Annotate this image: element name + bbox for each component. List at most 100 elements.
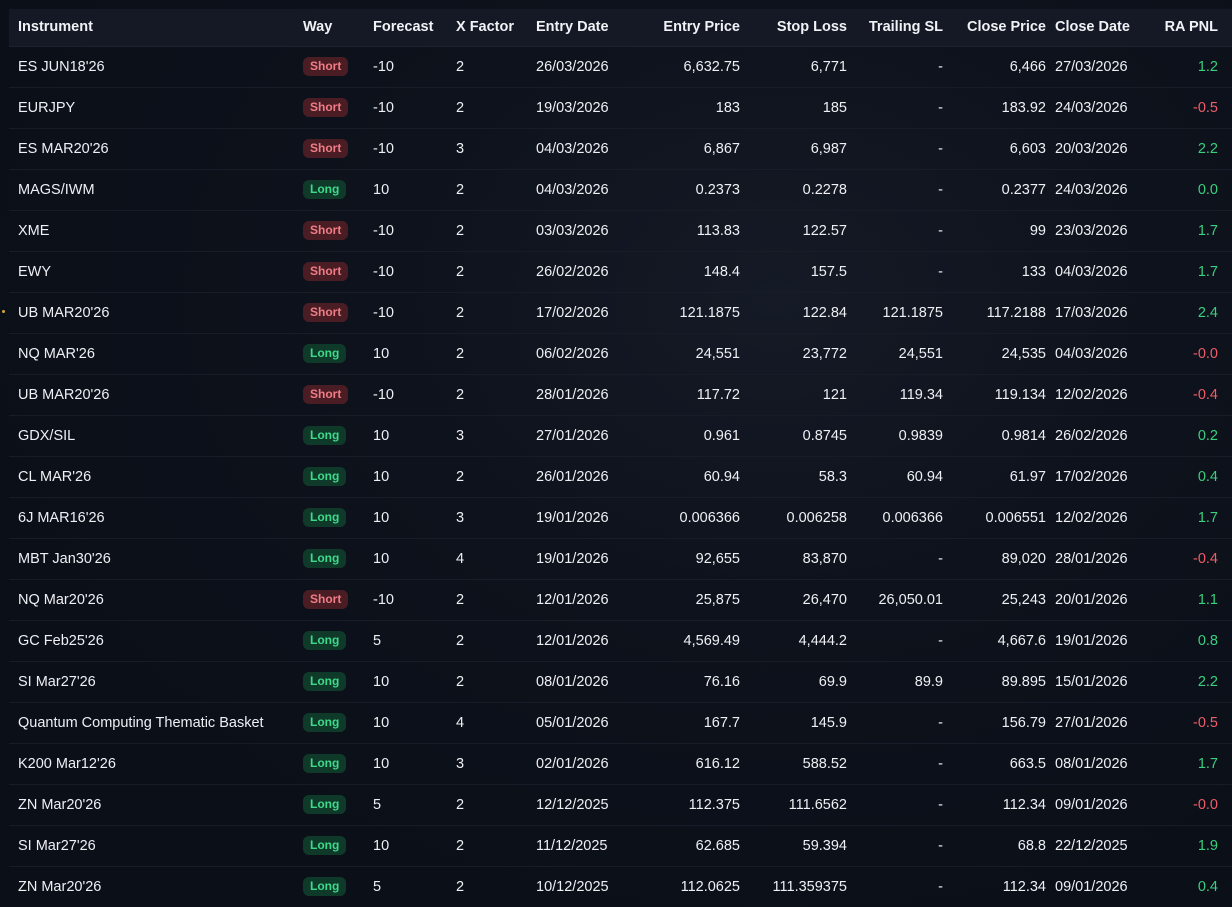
cell-instrument: 6J MAR16'26 (9, 497, 303, 539)
cell-close-price: 25,243 (943, 579, 1046, 621)
cell-way: Long (303, 825, 373, 867)
table-row[interactable]: ZN Mar20'26 Long 5 2 12/12/2025 112.375 111.65… (9, 784, 1232, 826)
table-row[interactable]: GC Feb25'26 Long 5 2 12/01/2026 4,569.49 4,444… (9, 620, 1232, 662)
cell-entry-date: 12/01/2026 (536, 579, 634, 621)
cell-instrument: GDX/SIL (9, 415, 303, 457)
table-row[interactable]: 6J MAR16'26 Long 10 3 19/01/2026 0.006366 0.00… (9, 497, 1232, 539)
cell-entry-price: 167.7 (634, 702, 740, 744)
table-row[interactable]: UB MAR20'26 Short -10 2 28/01/2026 117.72 121 1… (9, 374, 1232, 416)
cell-stop-loss: 111.359375 (740, 866, 847, 907)
cell-ra-pnl: -0.5 (1149, 702, 1232, 744)
cell-entry-date: 03/03/2026 (536, 210, 634, 252)
table-row[interactable]: Quantum Computing Thematic Basket Long 10 4… (9, 702, 1232, 744)
short-badge: Short (303, 139, 349, 158)
table-row[interactable]: ZN Mar20'26 Long 5 2 10/12/2025 112.0625 111.3… (9, 866, 1232, 907)
cell-way: Long (303, 456, 373, 498)
cell-ra-pnl: 0.4 (1149, 866, 1232, 907)
cell-trailing-sl: 89.9 (847, 661, 943, 703)
cell-close-date: 09/01/2026 (1046, 866, 1149, 907)
cell-stop-loss: 145.9 (740, 702, 847, 744)
cell-entry-date: 26/02/2026 (536, 251, 634, 293)
cell-ra-pnl: -0.4 (1149, 374, 1232, 416)
cell-instrument: UB MAR20'26 (9, 374, 303, 416)
table-row[interactable]: ES JUN18'26 Short -10 2 26/03/2026 6,632.75 6,… (9, 46, 1232, 88)
table-row[interactable]: SI Mar27'26 Long 10 2 11/12/2025 62.685 59.394… (9, 825, 1232, 867)
table-row[interactable]: ES MAR20'26 Short -10 3 04/03/2026 6,867 6,987… (9, 128, 1232, 170)
cell-way: Short (303, 251, 373, 293)
cell-xfactor: 4 (456, 702, 536, 744)
table-row[interactable]: K200 Mar12'26 Long 10 3 02/01/2026 616.12 588.… (9, 743, 1232, 785)
col-header-entry-price[interactable]: Entry Price (634, 9, 740, 47)
cell-way: Short (303, 292, 373, 334)
cell-way: Short (303, 374, 373, 416)
cell-instrument: UB MAR20'26 (9, 292, 303, 334)
cell-close-price: 4,667.6 (943, 620, 1046, 662)
cell-xfactor: 2 (456, 251, 536, 293)
long-badge: Long (303, 508, 347, 527)
cell-entry-price: 148.4 (634, 251, 740, 293)
cell-way: Long (303, 743, 373, 785)
table-row[interactable]: UB MAR20'26 Short -10 2 17/02/2026 121.1875 12… (9, 292, 1232, 334)
table-row[interactable]: MBT Jan30'26 Long 10 4 19/01/2026 92,655 83,87… (9, 538, 1232, 580)
col-header-close-date[interactable]: Close Date (1046, 9, 1149, 47)
cell-instrument: SI Mar27'26 (9, 825, 303, 867)
col-header-close-price[interactable]: Close Price (943, 9, 1046, 47)
col-header-xfactor[interactable]: X Factor (456, 9, 536, 47)
col-header-entry-date[interactable]: Entry Date (536, 9, 634, 47)
col-header-stop-loss[interactable]: Stop Loss (740, 9, 847, 47)
cell-entry-price: 616.12 (634, 743, 740, 785)
table-row[interactable]: NQ Mar20'26 Short -10 2 12/01/2026 25,875 26,4… (9, 579, 1232, 621)
cell-xfactor: 2 (456, 825, 536, 867)
cell-ra-pnl: 0.8 (1149, 620, 1232, 662)
cell-close-price: 6,466 (943, 46, 1046, 88)
cell-ra-pnl: 1.7 (1149, 210, 1232, 252)
cell-way: Long (303, 497, 373, 539)
cell-ra-pnl: 0.4 (1149, 456, 1232, 498)
cell-forecast: 10 (373, 169, 456, 211)
cell-entry-date: 19/01/2026 (536, 538, 634, 580)
cell-way: Short (303, 128, 373, 170)
cell-close-price: 0.9814 (943, 415, 1046, 457)
table-row[interactable]: XME Short -10 2 03/03/2026 113.83 122.57-99 23/… (9, 210, 1232, 252)
cell-forecast: 10 (373, 497, 456, 539)
table-row[interactable]: GDX/SIL Long 10 3 27/01/2026 0.961 0.8745 0.983… (9, 415, 1232, 457)
col-header-ra-pnl[interactable]: RA PNL (1149, 9, 1232, 47)
col-header-forecast[interactable]: Forecast (373, 9, 456, 47)
cell-ra-pnl: -0.5 (1149, 87, 1232, 129)
short-badge: Short (303, 98, 349, 117)
table-row[interactable]: NQ MAR'26 Long 10 2 06/02/2026 24,551 23,772 24… (9, 333, 1232, 375)
cell-close-price: 24,535 (943, 333, 1046, 375)
col-header-trailing-sl[interactable]: Trailing SL (847, 9, 943, 47)
cell-close-price: 112.34 (943, 866, 1046, 907)
table-row[interactable]: SI Mar27'26 Long 10 2 08/01/2026 76.16 69.9 89.… (9, 661, 1232, 703)
table-row[interactable]: EWY Short -10 2 26/02/2026 148.4 157.5-133 04/0… (9, 251, 1232, 293)
col-header-instrument[interactable]: Instrument (9, 9, 303, 47)
cell-instrument: NQ MAR'26 (9, 333, 303, 375)
cell-trailing-sl: 24,551 (847, 333, 943, 375)
table-row[interactable]: EURJPY Short -10 2 19/03/2026 183 185-183.92 24… (9, 87, 1232, 129)
cell-xfactor: 2 (456, 292, 536, 334)
cell-ra-pnl: 1.9 (1149, 825, 1232, 867)
cell-instrument: ES MAR20'26 (9, 128, 303, 170)
table-row[interactable]: CL MAR'26 Long 10 2 26/01/2026 60.94 58.3 60.94… (9, 456, 1232, 498)
cell-close-price: 119.134 (943, 374, 1046, 416)
col-header-way[interactable]: Way (303, 9, 373, 47)
long-badge: Long (303, 672, 347, 691)
cell-stop-loss: 59.394 (740, 825, 847, 867)
cell-ra-pnl: 1.7 (1149, 251, 1232, 293)
cell-close-date: 04/03/2026 (1046, 333, 1149, 375)
cell-entry-price: 92,655 (634, 538, 740, 580)
cell-forecast: -10 (373, 579, 456, 621)
cell-ra-pnl: 2.2 (1149, 128, 1232, 170)
cell-forecast: -10 (373, 292, 456, 334)
cell-instrument: EWY (9, 251, 303, 293)
cell-way: Long (303, 661, 373, 703)
cell-forecast: 10 (373, 333, 456, 375)
cell-close-date: 04/03/2026 (1046, 251, 1149, 293)
cell-trailing-sl: 26,050.01 (847, 579, 943, 621)
cell-entry-price: 112.375 (634, 784, 740, 826)
cell-stop-loss: 111.6562 (740, 784, 847, 826)
table-row[interactable]: MAGS/IWM Long 10 2 04/03/2026 0.2373 0.2278-0.… (9, 169, 1232, 211)
cell-close-price: 89,020 (943, 538, 1046, 580)
cell-entry-date: 02/01/2026 (536, 743, 634, 785)
